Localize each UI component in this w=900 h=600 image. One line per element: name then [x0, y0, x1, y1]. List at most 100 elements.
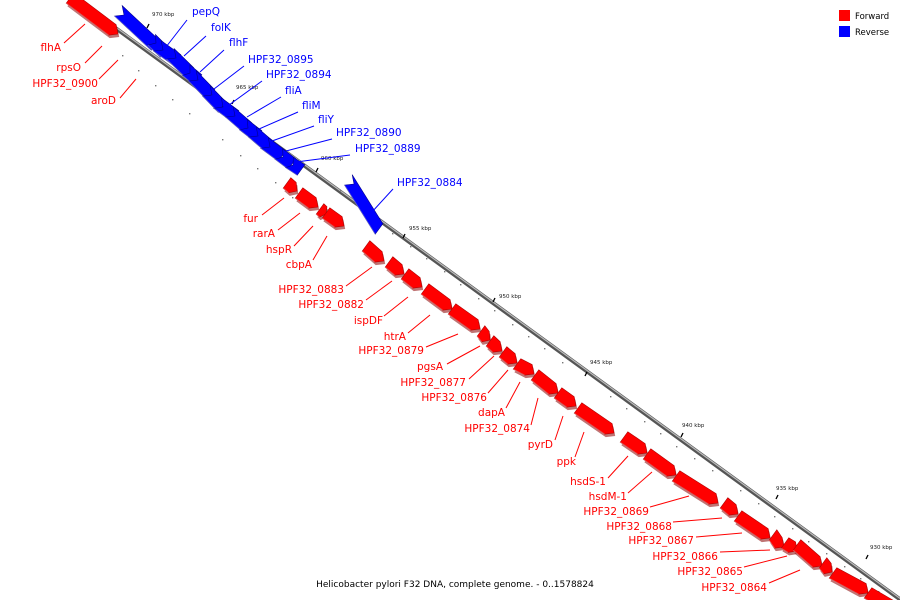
forward-gene-arrow[interactable]	[619, 431, 649, 458]
gene-label[interactable]: HPF32_0895	[248, 54, 314, 66]
forward-gene-arrow-body	[65, 0, 119, 36]
leader-line	[98, 59, 119, 80]
gene-label[interactable]: HPF32_0882	[298, 299, 364, 311]
gene-label[interactable]: aroD	[91, 95, 116, 107]
gene-label[interactable]: HPF32_0868	[606, 521, 672, 533]
major-tick	[775, 494, 779, 500]
forward-gene-arrow[interactable]	[719, 497, 740, 519]
reverse-gene-arrow-body	[344, 174, 384, 235]
leader-line	[293, 225, 314, 247]
gene-label[interactable]: ppk	[557, 456, 577, 468]
gene-label[interactable]: hspR	[266, 244, 292, 256]
gene-label[interactable]: folK	[211, 22, 232, 34]
forward-gene-arrow[interactable]	[792, 539, 824, 571]
gene-label[interactable]: HPF32_0869	[583, 506, 649, 518]
forward-gene-arrow[interactable]	[671, 470, 720, 508]
major-tick	[402, 233, 406, 239]
gene-label[interactable]: fliY	[318, 114, 335, 126]
minor-tick	[494, 310, 496, 312]
forward-gene-arrow[interactable]	[282, 177, 299, 196]
map-caption: Helicobacter pylori F32 DNA, complete ge…	[316, 580, 594, 590]
gene-label[interactable]: fur	[243, 213, 258, 225]
minor-tick	[172, 99, 174, 101]
minor-tick	[222, 139, 224, 141]
forward-gene-arrow[interactable]	[553, 387, 578, 411]
forward-gene-arrow[interactable]	[780, 537, 799, 556]
gene-label[interactable]: rarA	[253, 228, 276, 240]
forward-gene-arrow-gloss	[719, 507, 729, 516]
reverse-gene-arrow[interactable]	[344, 174, 385, 238]
gene-label[interactable]: fliM	[302, 100, 321, 112]
forward-gene-arrow-gloss	[553, 397, 567, 408]
minor-tick	[292, 197, 294, 199]
gene-label[interactable]: hsdS-1	[570, 476, 606, 488]
forward-gene-arrow[interactable]	[400, 268, 424, 292]
forward-gene-arrow[interactable]	[768, 529, 786, 552]
forward-gene-arrow[interactable]	[733, 510, 772, 543]
gene-label[interactable]: fliA	[285, 85, 303, 97]
forward-gene-arrow[interactable]	[818, 557, 834, 577]
gene-label[interactable]: rpsO	[56, 62, 81, 74]
forward-gene-arrow[interactable]	[384, 256, 406, 279]
gene-label[interactable]: HPF32_0890	[336, 127, 402, 139]
gene-label[interactable]: pyrD	[528, 439, 553, 451]
forward-gene-arrow[interactable]	[65, 0, 120, 39]
leader-line	[407, 314, 431, 334]
forward-gene-arrow[interactable]	[447, 303, 482, 334]
gene-label[interactable]: HPF32_0884	[397, 177, 463, 189]
gene-label[interactable]: HPF32_0865	[677, 566, 743, 578]
gene-label[interactable]: HPF32_0866	[652, 551, 718, 563]
forward-gene-arrow[interactable]	[498, 346, 519, 368]
minor-tick	[644, 421, 646, 423]
gene-label[interactable]: pgsA	[417, 361, 444, 373]
forward-gene-arrow-gloss	[530, 379, 549, 395]
forward-gene-arrow-body	[315, 203, 328, 218]
minor-tick	[512, 324, 514, 326]
minor-tick	[792, 528, 794, 530]
gene-label[interactable]: pepQ	[192, 6, 220, 18]
leader-line	[285, 138, 333, 152]
forward-gene-arrow[interactable]	[828, 567, 870, 598]
leader-line	[119, 78, 137, 99]
gene-label[interactable]: htrA	[384, 331, 407, 343]
forward-gene-arrow-gloss	[282, 187, 289, 194]
forward-gene-arrow-gloss	[792, 549, 813, 568]
gene-label[interactable]: hsdM-1	[589, 491, 627, 503]
forward-gene-arrow-gloss	[420, 293, 443, 311]
gene-label[interactable]: HPF32_0889	[355, 143, 421, 155]
gene-label[interactable]: cbpA	[286, 259, 313, 271]
gene-label[interactable]: dapA	[478, 407, 506, 419]
forward-gene-arrow[interactable]	[863, 587, 900, 600]
forward-gene-arrow[interactable]	[361, 240, 386, 266]
gene-label[interactable]: ispDF	[354, 315, 383, 327]
tick-label: 955 kbp	[409, 226, 432, 232]
forward-gene-arrow[interactable]	[530, 369, 560, 398]
minor-tick	[626, 408, 628, 410]
reverse-gene-arrow-gloss	[344, 184, 376, 235]
gene-label[interactable]: HPF32_0894	[266, 69, 332, 81]
forward-gene-arrow[interactable]	[321, 207, 346, 231]
forward-gene-arrow-body	[619, 431, 648, 455]
forward-gene-arrow[interactable]	[573, 402, 616, 438]
minor-tick	[774, 516, 776, 518]
forward-gene-arrow-gloss	[573, 412, 605, 435]
gene-label[interactable]: HPF32_0867	[628, 535, 694, 547]
gene-label[interactable]: HPF32_0883	[278, 284, 344, 296]
forward-gene-arrow[interactable]	[476, 325, 492, 345]
forward-gene-arrow[interactable]	[420, 283, 454, 314]
forward-gene-arrow[interactable]	[294, 187, 320, 212]
minor-tick	[528, 336, 530, 338]
gene-label[interactable]: HPF32_0874	[464, 423, 530, 435]
gene-label[interactable]: flhA	[41, 42, 62, 54]
forward-gene-arrow[interactable]	[512, 358, 536, 379]
forward-gene-arrow[interactable]	[642, 448, 678, 480]
gene-label[interactable]: HPF32_0879	[358, 345, 424, 357]
forward-gene-arrow-body	[733, 510, 771, 540]
forward-gene-arrow-body	[294, 187, 319, 209]
gene-label[interactable]: HPF32_0900	[32, 78, 98, 90]
gene-label[interactable]: HPF32_0876	[421, 392, 487, 404]
gene-label[interactable]: flhF	[229, 37, 248, 49]
gene-label[interactable]: HPF32_0864	[701, 582, 767, 594]
gene-label[interactable]: HPF32_0877	[400, 377, 466, 389]
forward-gene-arrow[interactable]	[485, 335, 504, 356]
